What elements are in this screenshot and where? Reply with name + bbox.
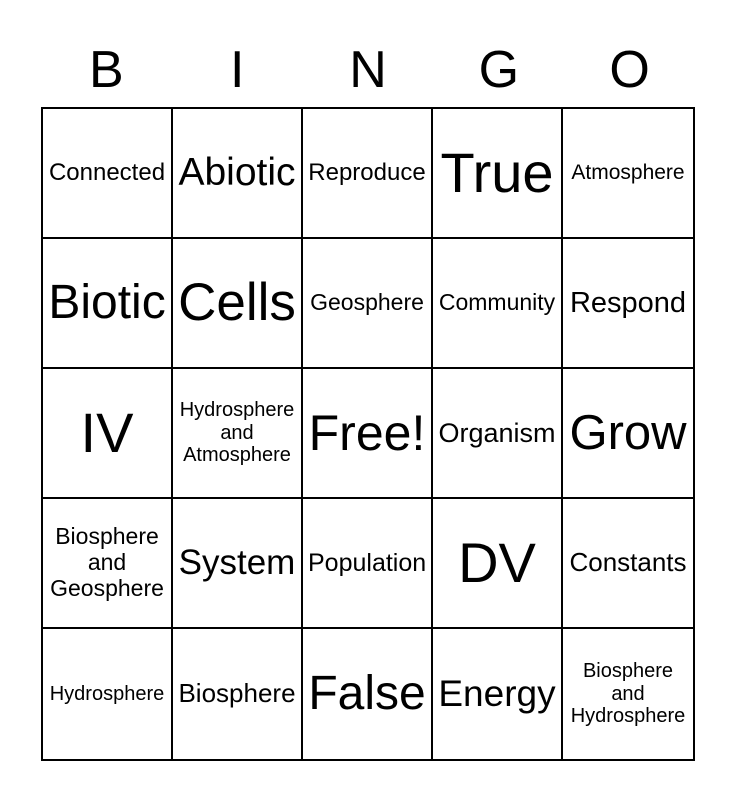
bingo-cell[interactable]: Population — [303, 499, 433, 629]
bingo-cell[interactable]: Atmosphere — [563, 109, 693, 239]
cell-label: Biosphere — [178, 678, 296, 709]
bingo-cell[interactable]: Respond — [563, 239, 693, 369]
bingo-cell[interactable]: Community — [433, 239, 563, 369]
cell-label: Cells — [178, 273, 296, 333]
bingo-cell[interactable]: IV — [43, 369, 173, 499]
title-letter-b: B — [89, 41, 124, 99]
bingo-cell[interactable]: Free! — [303, 369, 433, 499]
bingo-cell[interactable]: Energy — [433, 629, 563, 759]
title-letter-g: G — [478, 41, 520, 99]
cell-label: Reproduce — [308, 158, 426, 186]
cell-label: Connected — [48, 158, 166, 186]
cell-label: True — [440, 140, 554, 204]
bingo-cell[interactable]: DV — [433, 499, 563, 629]
bingo-cell[interactable]: Biosphere — [173, 629, 303, 759]
cell-label: Geosphere — [310, 289, 424, 316]
cell-label: Population — [308, 549, 427, 577]
cell-label: Respond — [569, 286, 687, 319]
cell-label: System — [178, 543, 296, 583]
bingo-cell[interactable]: Organism — [433, 369, 563, 499]
bingo-cell[interactable]: False — [303, 629, 433, 759]
cell-label: Grow — [569, 405, 687, 460]
bingo-grid: Connected Abiotic Reproduce True Atmosphere B… — [41, 107, 695, 761]
bingo-card: B I N G O Connected Abiotic Reproduce True A… — [41, 0, 695, 761]
cell-label: IV — [80, 400, 134, 464]
cell-label: Free! — [308, 405, 426, 461]
cell-label: Community — [438, 289, 556, 316]
cell-label: Biosphere and Hydrosphere — [570, 660, 686, 728]
bingo-cell[interactable]: Hydrosphere and Atmosphere — [173, 369, 303, 499]
bingo-cell[interactable]: Biosphere and Hydrosphere — [563, 629, 693, 759]
bingo-cell[interactable]: Biosphere and Geosphere — [43, 499, 173, 629]
bingo-cell[interactable]: Biotic — [43, 239, 173, 369]
bingo-cell[interactable]: Abiotic — [173, 109, 303, 239]
cell-label: Organism — [438, 417, 556, 448]
bingo-cell[interactable]: System — [173, 499, 303, 629]
cell-label: Hydrosphere and Atmosphere — [179, 399, 295, 467]
bingo-title: B I N G O — [41, 38, 695, 102]
bingo-cell[interactable]: Constants — [563, 499, 693, 629]
bingo-cell[interactable]: True — [433, 109, 563, 239]
bingo-cell[interactable]: Cells — [173, 239, 303, 369]
cell-label: Atmosphere — [571, 161, 685, 185]
cell-label: False — [308, 667, 426, 721]
cell-label: DV — [458, 530, 536, 594]
title-letter-i: I — [229, 41, 245, 99]
bingo-cell[interactable]: Geosphere — [303, 239, 433, 369]
title-letter-o: O — [609, 41, 650, 99]
bingo-cell[interactable]: Connected — [43, 109, 173, 239]
cell-label: Biotic — [48, 276, 166, 330]
cell-label: Biosphere and Geosphere — [50, 523, 164, 601]
cell-label: Hydrosphere — [49, 682, 165, 705]
bingo-cell[interactable]: Reproduce — [303, 109, 433, 239]
cell-label: Constants — [569, 547, 687, 578]
bingo-cell[interactable]: Hydrosphere — [43, 629, 173, 759]
cell-label: Energy — [438, 673, 556, 715]
bingo-cell[interactable]: Grow — [563, 369, 693, 499]
cell-label: Abiotic — [178, 151, 296, 195]
title-letter-n: N — [349, 41, 387, 99]
